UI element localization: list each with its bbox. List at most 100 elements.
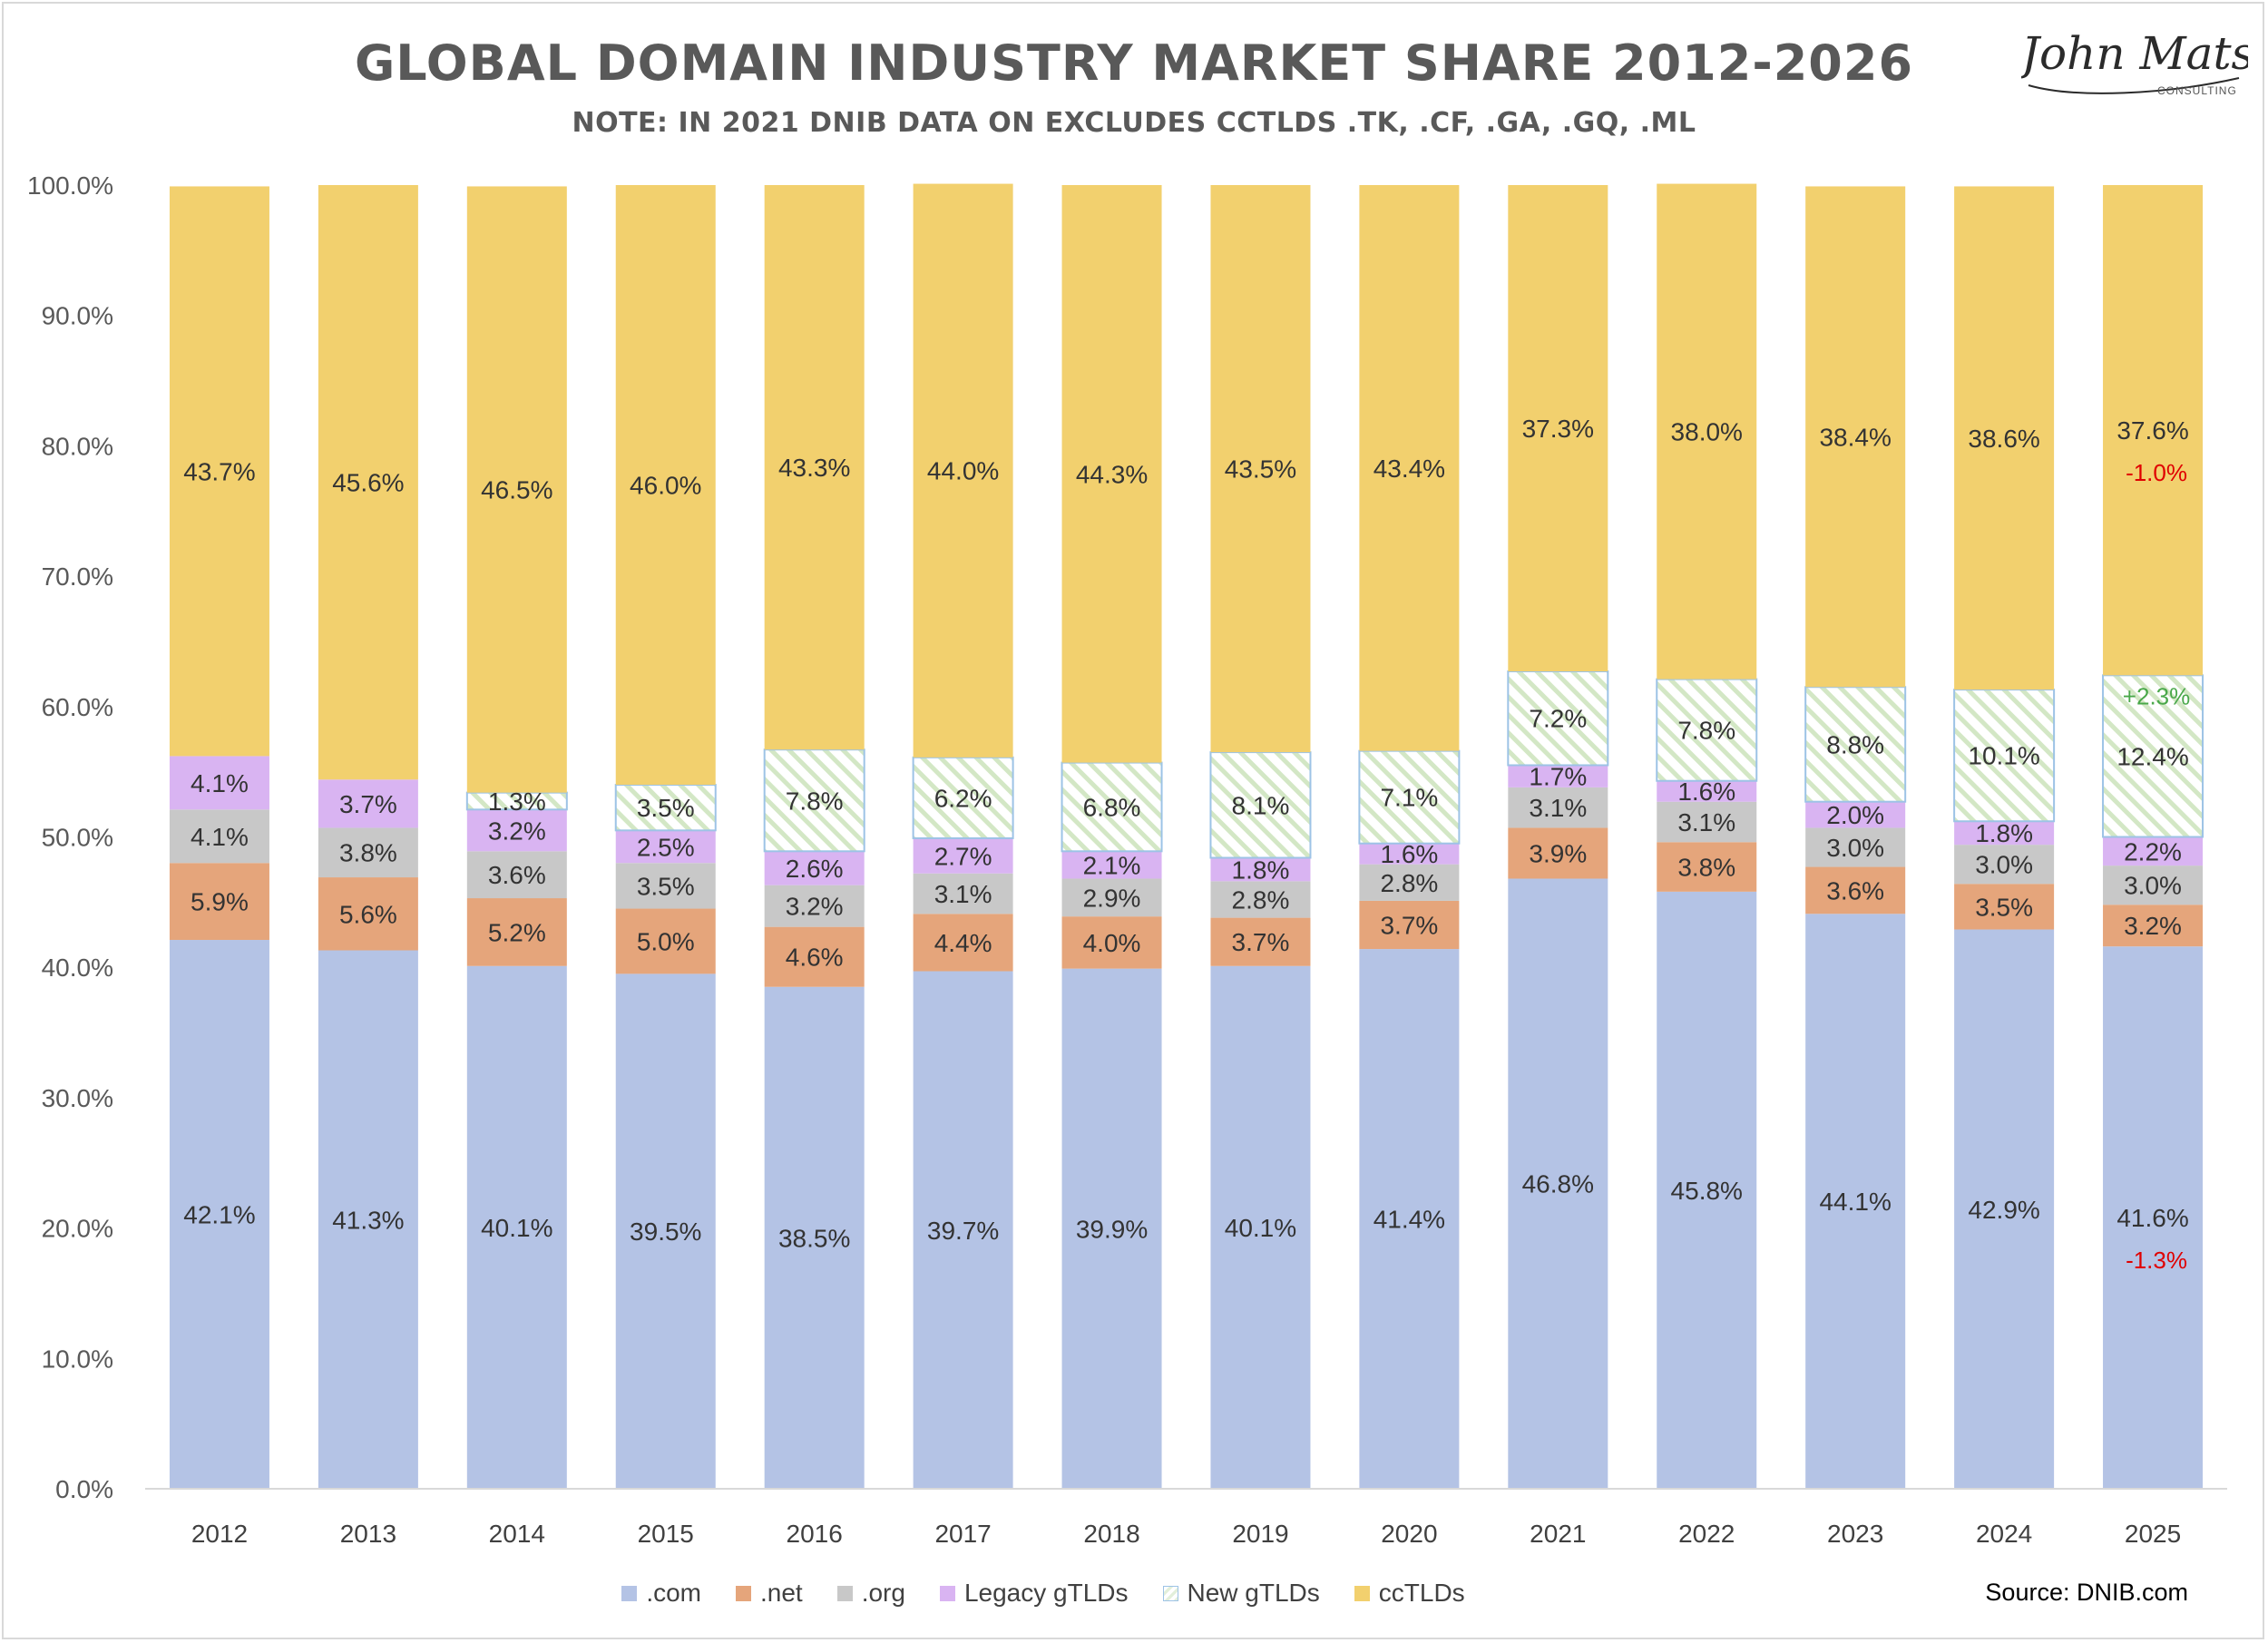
data-label: 3.0% bbox=[1826, 834, 1884, 862]
data-label: 1.3% bbox=[488, 787, 546, 816]
legend-swatch bbox=[621, 1585, 638, 1601]
data-label: 4.4% bbox=[934, 929, 992, 957]
data-label: 4.1% bbox=[191, 769, 249, 797]
data-label: 38.6% bbox=[1968, 425, 2039, 453]
bar-segment bbox=[1954, 186, 2055, 690]
x-tick-label: 2022 bbox=[1678, 1520, 1735, 1548]
data-label: 3.7% bbox=[1380, 911, 1438, 939]
data-label: 3.5% bbox=[1975, 893, 2033, 921]
data-label: 2.9% bbox=[1083, 884, 1141, 912]
data-label: 45.8% bbox=[1671, 1177, 1743, 1205]
data-label: 7.1% bbox=[1380, 784, 1438, 812]
bar-segment bbox=[169, 186, 269, 757]
bar-segment bbox=[466, 898, 567, 966]
bar-segment bbox=[913, 183, 1013, 758]
x-tick-label: 2018 bbox=[1083, 1520, 1139, 1548]
legend-swatch bbox=[736, 1585, 751, 1601]
bar-segment bbox=[1804, 686, 1907, 803]
data-label: 41.4% bbox=[1374, 1206, 1445, 1234]
bar-segment bbox=[615, 973, 716, 1489]
data-label: 3.8% bbox=[1677, 854, 1735, 882]
data-label: 1.6% bbox=[1380, 840, 1438, 868]
data-label: 8.1% bbox=[1232, 791, 1290, 819]
bar-segment bbox=[764, 926, 865, 987]
data-label: 10.1% bbox=[1968, 742, 2039, 770]
bar-segment bbox=[318, 779, 418, 828]
data-label: 44.1% bbox=[1819, 1188, 1891, 1216]
legend-label: .org bbox=[861, 1579, 905, 1607]
legend-label: New gTLDs bbox=[1187, 1579, 1320, 1607]
data-label: 44.0% bbox=[927, 457, 999, 485]
bar-segment bbox=[1954, 821, 2055, 846]
bar-segment bbox=[1061, 761, 1163, 853]
legend-item: New gTLDs bbox=[1162, 1579, 1320, 1608]
legend-item: ccTLDs bbox=[1354, 1579, 1465, 1608]
bar-segment bbox=[1953, 689, 2056, 823]
bar-segment bbox=[2103, 905, 2204, 947]
bar-segment bbox=[2102, 674, 2204, 838]
data-label: 1.6% bbox=[1677, 777, 1735, 806]
bar-segment bbox=[1358, 749, 1461, 845]
bar-segment bbox=[1359, 900, 1460, 950]
data-label: 2.5% bbox=[637, 833, 695, 861]
data-label: 3.2% bbox=[2124, 912, 2182, 940]
data-label: 5.6% bbox=[339, 900, 397, 928]
data-label: 3.6% bbox=[488, 861, 546, 889]
bar-segment bbox=[169, 809, 269, 864]
change-annotation: -1.0% bbox=[2126, 459, 2187, 486]
legend-swatch bbox=[1354, 1585, 1370, 1601]
legend-item: .org bbox=[836, 1579, 905, 1608]
data-label: 2.0% bbox=[1826, 801, 1884, 829]
bar-segment bbox=[1657, 183, 1757, 680]
data-label: 4.6% bbox=[786, 944, 844, 972]
legend-label: Legacy gTLDs bbox=[963, 1579, 1129, 1607]
bar-segment bbox=[913, 971, 1013, 1489]
y-tick-label: 40.0% bbox=[42, 954, 113, 982]
bar-segment bbox=[764, 851, 865, 885]
data-label: 3.8% bbox=[339, 839, 397, 867]
data-label: 42.9% bbox=[1968, 1196, 2039, 1224]
bar-segment bbox=[466, 965, 567, 1489]
bar-segment bbox=[763, 748, 865, 853]
bar-segment bbox=[2103, 946, 2204, 1489]
bar-segment bbox=[1657, 780, 1757, 802]
data-label: 2.8% bbox=[1380, 869, 1438, 897]
bar-segment bbox=[1508, 787, 1608, 828]
change-annotation: +2.3% bbox=[2123, 682, 2190, 709]
bar-segment bbox=[1508, 878, 1608, 1489]
bar-segment bbox=[912, 756, 1014, 839]
y-tick-label: 30.0% bbox=[42, 1084, 113, 1112]
bar-segment bbox=[2103, 185, 2204, 676]
data-label: 2.6% bbox=[786, 855, 844, 883]
y-tick-label: 100.0% bbox=[27, 171, 113, 200]
bar-segment bbox=[764, 185, 865, 750]
bar-segment bbox=[1508, 765, 1608, 787]
logo-sub-text: CONSULTING bbox=[2157, 84, 2237, 97]
bar-segment bbox=[1805, 914, 1906, 1489]
data-label: 40.1% bbox=[481, 1214, 552, 1242]
bar-segment bbox=[318, 877, 418, 951]
chart-subtitle: NOTE: IN 2021 DNIB DATA ON EXCLUDES CCTL… bbox=[572, 107, 1696, 139]
x-tick-label: 2017 bbox=[934, 1520, 991, 1548]
bar-segment bbox=[1657, 842, 1757, 892]
data-label: 43.4% bbox=[1374, 455, 1445, 483]
source-note: Source: DNIB.com bbox=[1985, 1579, 2188, 1606]
bar-segment bbox=[1061, 916, 1162, 969]
data-label: 39.9% bbox=[1076, 1215, 1148, 1243]
data-label: 46.5% bbox=[481, 476, 552, 504]
data-label: 7.2% bbox=[1529, 705, 1587, 733]
bar-segment bbox=[1359, 185, 1460, 751]
data-label: 2.2% bbox=[2124, 837, 2182, 866]
bar-segment bbox=[1210, 881, 1311, 918]
bar-segment bbox=[1210, 917, 1311, 966]
x-tick-label: 2023 bbox=[1827, 1520, 1883, 1548]
bar-segment bbox=[169, 863, 269, 941]
bar-segment bbox=[1210, 857, 1311, 882]
legend-item: .net bbox=[736, 1579, 803, 1608]
data-label: 46.8% bbox=[1522, 1170, 1594, 1198]
annotations-group: -1.0% +2.3% -1.3% bbox=[2123, 459, 2190, 1274]
bar-segment bbox=[615, 908, 716, 974]
data-label: 5.9% bbox=[191, 888, 249, 916]
data-label: 37.6% bbox=[2116, 416, 2188, 445]
